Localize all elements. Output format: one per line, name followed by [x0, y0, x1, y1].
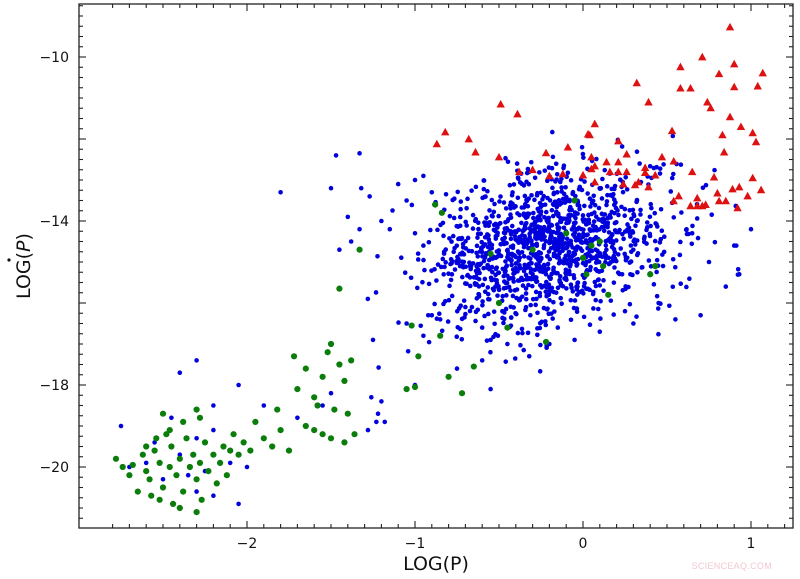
- x-tick-label: 1: [747, 536, 756, 552]
- axis-ticks: [79, 4, 793, 528]
- tick-labels: −2 −1 0 1−10−14−18−20: [39, 50, 755, 552]
- y-axis-title: LOG(P): [7, 233, 35, 299]
- y-tick-label: −20: [39, 460, 69, 476]
- y-tick-label: −18: [39, 378, 69, 394]
- x-tick-label: 0: [579, 536, 588, 552]
- y-tick-label: −14: [39, 214, 69, 230]
- y-axis-title-dot: [7, 258, 11, 262]
- x-axis-title: LOG(P): [403, 553, 469, 575]
- watermark: SCIENCEAQ.COM: [691, 561, 772, 571]
- series-green: [112, 197, 659, 516]
- svg-text:LOG(P): LOG(P): [13, 233, 35, 299]
- series-red: [432, 22, 767, 212]
- x-tick-label: −1: [405, 536, 426, 552]
- data-points: [112, 22, 767, 516]
- x-tick-label: −2: [237, 536, 258, 552]
- plot-frame: [78, 3, 794, 529]
- y-tick-label: −10: [39, 50, 69, 66]
- series-blue: [118, 129, 754, 507]
